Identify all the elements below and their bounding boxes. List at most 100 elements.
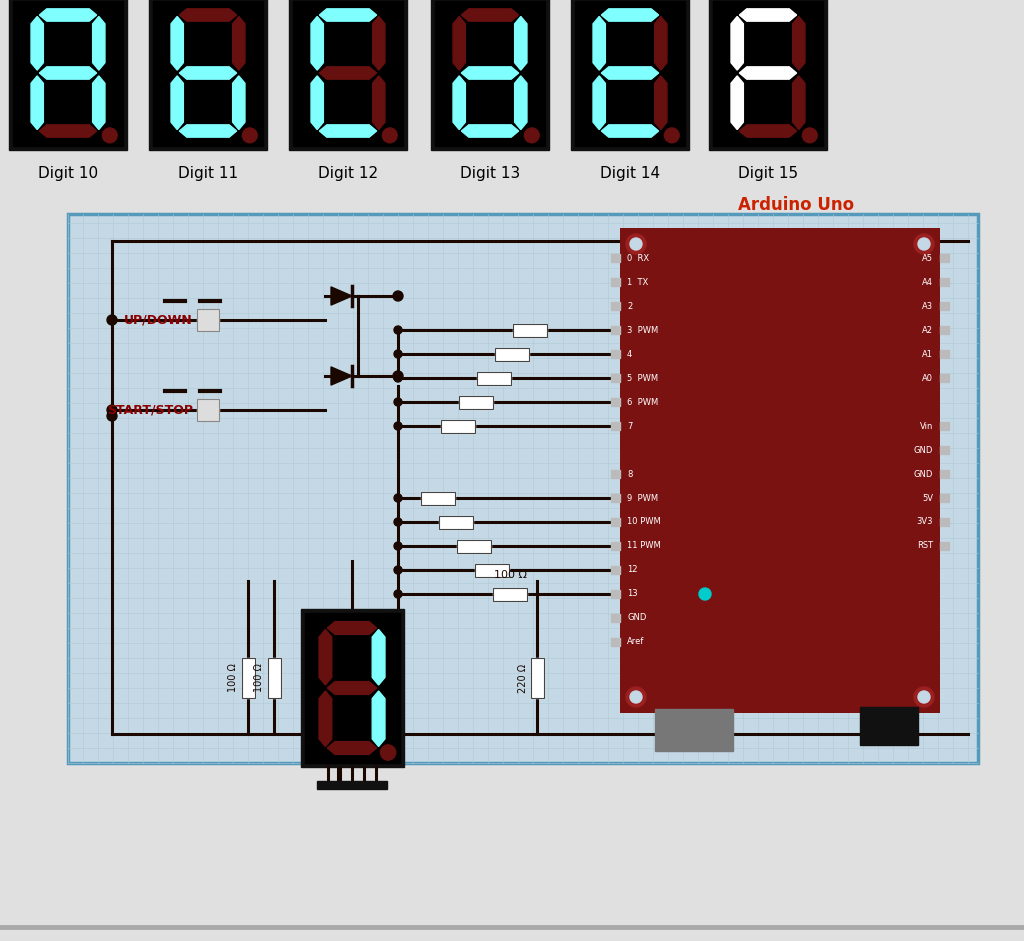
Text: 3V3: 3V3 bbox=[916, 518, 933, 527]
Polygon shape bbox=[319, 630, 332, 685]
Bar bbox=[153, 1, 263, 146]
Bar bbox=[611, 470, 620, 478]
Polygon shape bbox=[793, 16, 805, 70]
Polygon shape bbox=[319, 8, 377, 21]
Circle shape bbox=[626, 234, 646, 254]
Circle shape bbox=[243, 128, 257, 143]
Circle shape bbox=[394, 566, 402, 574]
Polygon shape bbox=[731, 76, 743, 130]
Polygon shape bbox=[593, 76, 605, 130]
Bar bbox=[940, 422, 949, 430]
Text: A5: A5 bbox=[922, 253, 933, 263]
Text: 100 Ω: 100 Ω bbox=[228, 663, 239, 693]
Polygon shape bbox=[171, 16, 183, 70]
Bar bbox=[940, 254, 949, 262]
Polygon shape bbox=[232, 76, 245, 130]
Polygon shape bbox=[92, 76, 105, 130]
Bar bbox=[611, 398, 620, 406]
Bar bbox=[242, 658, 255, 698]
Circle shape bbox=[106, 405, 117, 415]
Text: Digit 15: Digit 15 bbox=[738, 166, 798, 181]
Circle shape bbox=[803, 128, 817, 143]
Bar bbox=[9, 0, 127, 150]
Text: 7: 7 bbox=[627, 422, 633, 430]
Bar bbox=[493, 587, 527, 600]
Bar bbox=[421, 491, 455, 504]
Polygon shape bbox=[319, 691, 332, 746]
Polygon shape bbox=[739, 8, 797, 21]
Polygon shape bbox=[311, 16, 324, 70]
Bar bbox=[611, 542, 620, 550]
Polygon shape bbox=[39, 125, 96, 137]
Bar bbox=[940, 494, 949, 502]
Text: 1  TX: 1 TX bbox=[627, 278, 648, 286]
Text: 11 PWM: 11 PWM bbox=[627, 541, 660, 550]
Bar bbox=[150, 0, 267, 150]
Bar bbox=[421, 491, 455, 504]
Text: 10 PWM: 10 PWM bbox=[627, 518, 660, 527]
Polygon shape bbox=[739, 125, 797, 137]
Text: 100 Ω: 100 Ω bbox=[255, 663, 264, 693]
Bar bbox=[611, 278, 620, 286]
Bar bbox=[611, 326, 620, 334]
Polygon shape bbox=[31, 16, 43, 70]
Text: 5  PWM: 5 PWM bbox=[627, 374, 658, 382]
Polygon shape bbox=[179, 125, 237, 137]
Bar bbox=[713, 1, 823, 146]
Polygon shape bbox=[31, 76, 43, 130]
Polygon shape bbox=[462, 67, 518, 79]
Polygon shape bbox=[462, 8, 518, 21]
Circle shape bbox=[394, 350, 402, 358]
Bar bbox=[530, 658, 544, 698]
Circle shape bbox=[393, 291, 403, 301]
Polygon shape bbox=[515, 76, 527, 130]
Bar bbox=[940, 350, 949, 358]
Bar bbox=[439, 516, 473, 529]
Text: 5V: 5V bbox=[922, 493, 933, 502]
Bar bbox=[611, 614, 620, 622]
Bar bbox=[477, 372, 511, 385]
Polygon shape bbox=[373, 630, 385, 685]
Polygon shape bbox=[319, 125, 377, 137]
Bar bbox=[493, 587, 527, 600]
Text: Arduino Uno: Arduino Uno bbox=[738, 196, 854, 214]
Bar bbox=[197, 399, 219, 421]
Circle shape bbox=[524, 128, 540, 143]
Polygon shape bbox=[453, 16, 465, 70]
Circle shape bbox=[918, 238, 930, 250]
Polygon shape bbox=[373, 16, 385, 70]
Bar bbox=[611, 590, 620, 598]
Bar bbox=[13, 1, 123, 146]
Bar bbox=[267, 658, 281, 698]
Circle shape bbox=[699, 588, 711, 600]
Bar bbox=[513, 324, 547, 337]
Polygon shape bbox=[453, 76, 465, 130]
Bar bbox=[441, 420, 475, 433]
Circle shape bbox=[626, 687, 646, 707]
Bar bbox=[940, 446, 949, 454]
Circle shape bbox=[394, 422, 402, 430]
Polygon shape bbox=[39, 8, 96, 21]
Polygon shape bbox=[601, 125, 658, 137]
Circle shape bbox=[630, 238, 642, 250]
Circle shape bbox=[665, 128, 679, 143]
Text: Vin: Vin bbox=[920, 422, 933, 430]
Bar bbox=[439, 516, 473, 529]
Text: 100 Ω: 100 Ω bbox=[494, 570, 526, 580]
Polygon shape bbox=[328, 681, 377, 694]
Text: 8: 8 bbox=[627, 470, 633, 479]
Circle shape bbox=[914, 687, 934, 707]
Bar bbox=[304, 613, 399, 763]
Polygon shape bbox=[232, 16, 245, 70]
Bar bbox=[431, 0, 549, 150]
Bar bbox=[860, 707, 918, 745]
Bar bbox=[68, 214, 978, 763]
Bar bbox=[242, 658, 255, 698]
Text: 0  RX: 0 RX bbox=[627, 253, 649, 263]
Text: Digit 10: Digit 10 bbox=[38, 166, 98, 181]
Bar bbox=[655, 709, 733, 751]
Bar bbox=[611, 374, 620, 382]
Bar bbox=[611, 566, 620, 574]
Circle shape bbox=[394, 518, 402, 526]
Polygon shape bbox=[373, 76, 385, 130]
